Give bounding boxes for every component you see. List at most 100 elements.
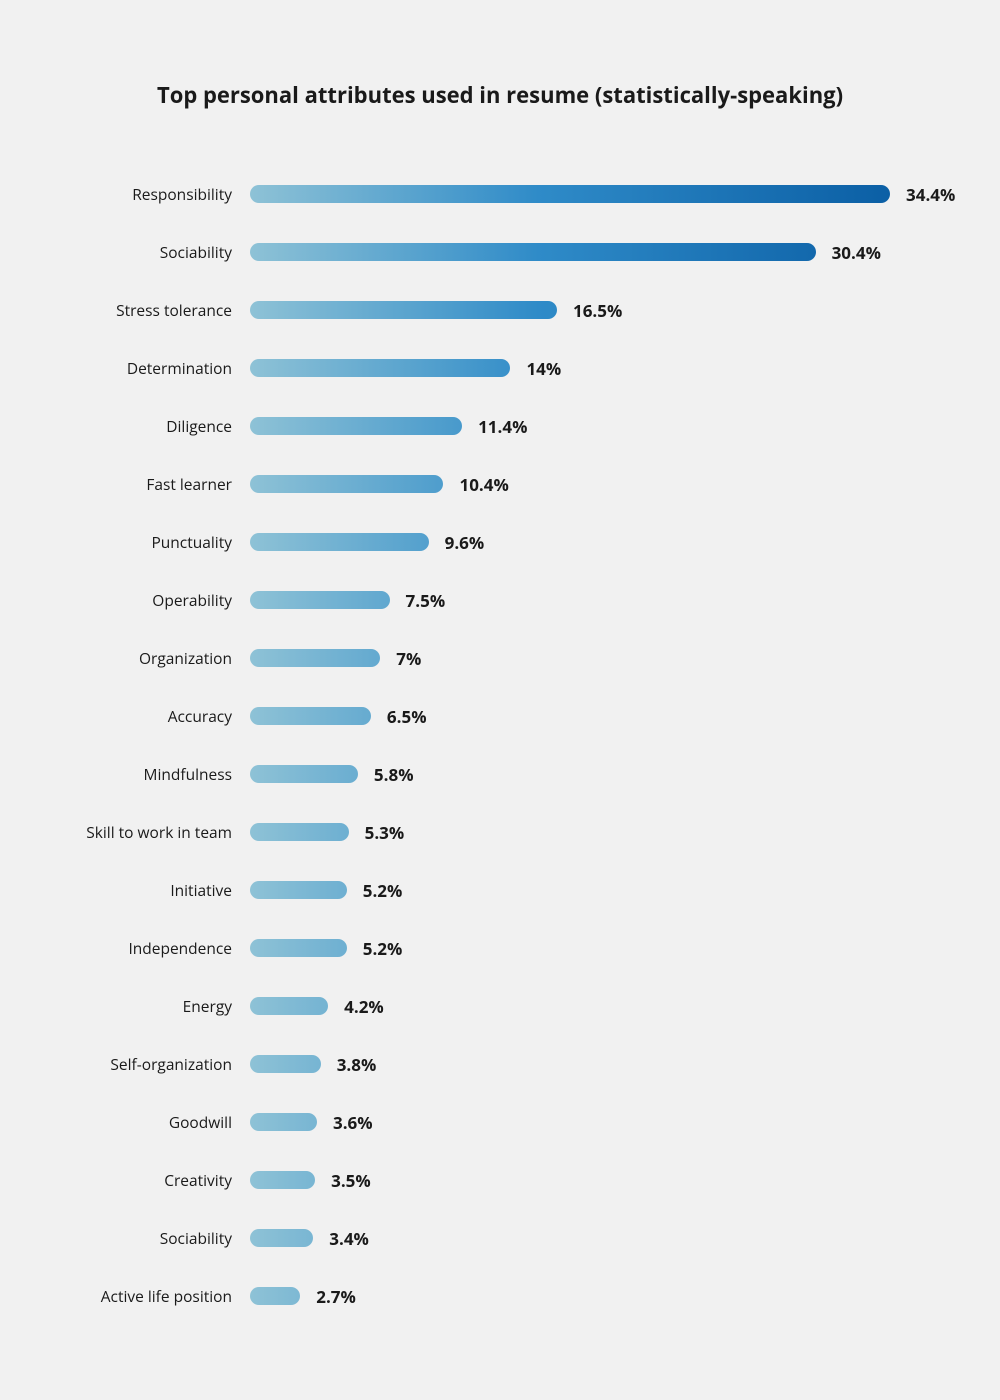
bar-value: 9.6% [445, 531, 485, 554]
bar [250, 707, 371, 725]
bar [250, 881, 347, 899]
bar-label: Diligence [60, 415, 250, 437]
bar-row: Energy 4.2% [60, 977, 940, 1035]
bar [250, 1171, 315, 1189]
bar-label: Stress tolerance [60, 299, 250, 321]
bar-row: Sociability 30.4% [60, 223, 940, 281]
bar-label: Self-organization [60, 1053, 250, 1075]
bar [250, 591, 390, 609]
bar-value: 10.4% [459, 473, 508, 496]
bar-value: 5.8% [374, 763, 414, 786]
bar-label: Creativity [60, 1169, 250, 1191]
bar-area: 5.2% [250, 937, 940, 960]
bar-label: Goodwill [60, 1111, 250, 1133]
bar [250, 823, 349, 841]
bar-area: 14% [250, 357, 940, 380]
bar-area: 11.4% [250, 415, 940, 438]
bar-value: 5.2% [363, 879, 403, 902]
bar-value: 6.5% [387, 705, 427, 728]
bar [250, 417, 462, 435]
bar [250, 301, 557, 319]
bar-label: Fast learner [60, 473, 250, 495]
bar-value: 7% [396, 647, 421, 670]
chart-container: Top personal attributes used in resume (… [0, 0, 1000, 1385]
bar-row: Goodwill 3.6% [60, 1093, 940, 1151]
bar-row: Mindfulness 5.8% [60, 745, 940, 803]
bar-label: Organization [60, 647, 250, 669]
bar-value: 3.8% [337, 1053, 377, 1076]
bar-value: 16.5% [573, 299, 622, 322]
bar [250, 185, 890, 203]
bar-value: 7.5% [406, 589, 446, 612]
bar-label: Determination [60, 357, 250, 379]
bar-row: Sociability 3.4% [60, 1209, 940, 1267]
bar [250, 1055, 321, 1073]
bar-row: Organization 7% [60, 629, 940, 687]
bar-row: Active life position 2.7% [60, 1267, 940, 1325]
bar-label: Skill to work in team [60, 821, 250, 843]
bar [250, 765, 358, 783]
bar-area: 3.4% [250, 1227, 940, 1250]
bar-label: Accuracy [60, 705, 250, 727]
bar-area: 5.2% [250, 879, 940, 902]
bar-row: Independence 5.2% [60, 919, 940, 977]
bar-label: Sociability [60, 241, 250, 263]
bar-label: Responsibility [60, 183, 250, 205]
bar-area: 5.8% [250, 763, 940, 786]
bar-label: Active life position [60, 1285, 250, 1307]
bar-area: 9.6% [250, 531, 940, 554]
bar-area: 4.2% [250, 995, 940, 1018]
bar-value: 34.4% [906, 183, 955, 206]
bar-label: Initiative [60, 879, 250, 901]
bar [250, 1113, 317, 1131]
bar-area: 34.4% [250, 183, 955, 206]
bar-label: Mindfulness [60, 763, 250, 785]
bar-label: Energy [60, 995, 250, 1017]
bar-value: 2.7% [316, 1285, 356, 1308]
bar-area: 5.3% [250, 821, 940, 844]
bar-value: 5.3% [365, 821, 405, 844]
bar-value: 4.2% [344, 995, 384, 1018]
bar-value: 5.2% [363, 937, 403, 960]
bar-row: Operability 7.5% [60, 571, 940, 629]
bar-label: Operability [60, 589, 250, 611]
bar-area: 3.6% [250, 1111, 940, 1134]
bar-value: 3.4% [329, 1227, 369, 1250]
bar [250, 939, 347, 957]
bar-row: Responsibility34.4% [60, 165, 940, 223]
bar-value: 11.4% [478, 415, 527, 438]
bar-area: 3.8% [250, 1053, 940, 1076]
bar-label: Punctuality [60, 531, 250, 553]
bar-value: 3.5% [331, 1169, 371, 1192]
bar-row: Determination 14% [60, 339, 940, 397]
bar-area: 6.5% [250, 705, 940, 728]
bar-area: 30.4% [250, 241, 940, 264]
bar-row: Creativity 3.5% [60, 1151, 940, 1209]
bar-row: Self-organization 3.8% [60, 1035, 940, 1093]
bar-area: 7% [250, 647, 940, 670]
bar [250, 997, 328, 1015]
bar-row: Initiative 5.2% [60, 861, 940, 919]
bar-rows: Responsibility34.4% Sociability 30.4% Stres… [60, 165, 940, 1325]
bar-value: 30.4% [832, 241, 881, 264]
bar-area: 7.5% [250, 589, 940, 612]
bar-value: 3.6% [333, 1111, 373, 1134]
bar-label: Sociability [60, 1227, 250, 1249]
bar [250, 533, 429, 551]
bar-row: Accuracy 6.5% [60, 687, 940, 745]
bar [250, 243, 816, 261]
bar-value: 14% [526, 357, 561, 380]
bar-row: Stress tolerance 16.5% [60, 281, 940, 339]
bar-row: Diligence 11.4% [60, 397, 940, 455]
bar-area: 3.5% [250, 1169, 940, 1192]
bar [250, 1287, 300, 1305]
bar-label: Independence [60, 937, 250, 959]
chart-title: Top personal attributes used in resume (… [60, 80, 940, 110]
bar [250, 475, 443, 493]
bar [250, 649, 380, 667]
bar-area: 2.7% [250, 1285, 940, 1308]
bar-area: 16.5% [250, 299, 940, 322]
bar [250, 359, 510, 377]
bar-row: Fast learner 10.4% [60, 455, 940, 513]
bar-row: Punctuality 9.6% [60, 513, 940, 571]
